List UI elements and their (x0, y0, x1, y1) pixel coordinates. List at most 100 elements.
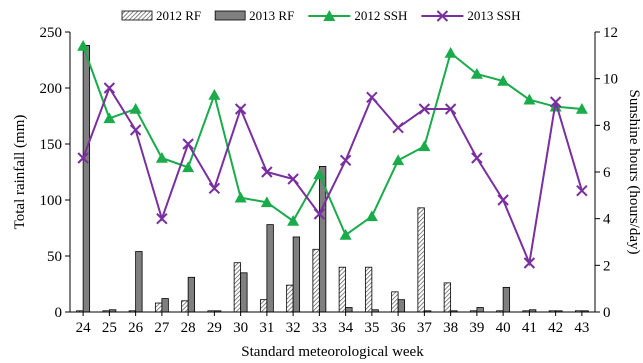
point-2012-ssh (365, 210, 378, 222)
point-2013-ssh (182, 138, 194, 150)
legend-label: 2012 SSH (354, 8, 407, 23)
x-tick-label: 26 (128, 320, 144, 336)
y2-tick-label: 4 (603, 212, 611, 228)
point-2012-ssh (497, 75, 510, 86)
y-tick-label: 200 (40, 81, 63, 97)
point-2013-ssh-stroke (77, 152, 89, 164)
legend-swatch (214, 10, 246, 21)
x-tick-label: 25 (102, 320, 117, 336)
point-2013-ssh-stroke (156, 212, 168, 225)
point-2012-ssh (287, 215, 300, 226)
point-2012-ssh (155, 152, 168, 163)
x-tick-label: 36 (391, 320, 407, 336)
x-tick-label: 43 (574, 320, 589, 336)
point-2013-ssh-stroke (549, 96, 562, 108)
point-2012-ssh (523, 93, 536, 105)
line-2013-ssh (82, 85, 583, 267)
y2-tick-label: 10 (603, 72, 618, 88)
point-2013-ssh (208, 182, 221, 195)
point-2012-ssh (260, 196, 273, 208)
point-2013-ssh-stroke (103, 82, 116, 94)
point-2012-ssh (77, 40, 90, 51)
x-tick-label: 39 (469, 320, 484, 336)
line-group (77, 40, 588, 269)
point-2013-ssh-stroke (182, 138, 194, 150)
legend-item: 2012 RF (121, 8, 201, 23)
bar-2012-rf (259, 299, 268, 313)
point-2013-ssh-stroke (576, 184, 588, 197)
x-tick-label: 24 (76, 320, 92, 336)
bar-2013-rf (240, 272, 248, 313)
x-tick-label: 37 (417, 320, 433, 336)
x-tick-label: 41 (522, 320, 537, 336)
point-2013-ssh-stroke (392, 121, 404, 134)
point-2013-ssh (339, 154, 352, 167)
y2-tick-label: 12 (603, 25, 618, 41)
legend-label: 2013 SSH (467, 8, 520, 23)
bar-group (76, 45, 589, 313)
legend-label: 2012 RF (156, 8, 201, 23)
point-2012-ssh (208, 89, 221, 100)
bar-2012-rf (443, 282, 452, 313)
bar-2013-rf (292, 236, 301, 313)
x-tick-label: 33 (312, 320, 327, 336)
point-2012-ssh (129, 103, 142, 114)
y-tick-label: 250 (40, 25, 63, 41)
point-2012-ssh (234, 191, 247, 203)
bar-2012-rf (312, 248, 320, 313)
y-tick-label: 50 (47, 249, 62, 265)
legend-item: 2013 SSH (421, 8, 521, 23)
x-tick-label: 38 (443, 320, 458, 336)
point-2013-ssh-stroke (339, 154, 352, 167)
bar-2012-rf (233, 262, 242, 313)
point-2013-ssh-stroke (523, 257, 536, 269)
x-axis-title: Standard meteorological week (241, 344, 424, 360)
point-2013-ssh (549, 96, 562, 108)
y-tick-label: 0 (55, 305, 63, 321)
point-2013-ssh-stroke (497, 194, 509, 206)
bar-2012-rf (154, 302, 163, 313)
bar-2012-rf (286, 284, 294, 313)
point-2013-ssh (471, 152, 483, 164)
point-2013-ssh (156, 212, 168, 225)
bar-2013-rf (187, 276, 196, 313)
point-2013-ssh (497, 194, 509, 206)
point-2013-ssh-stroke (471, 152, 483, 164)
x-tick-label: 35 (364, 320, 379, 336)
legend-marker (323, 10, 336, 21)
legend-item: 2013 RF (214, 8, 294, 23)
point-2013-ssh-stroke (234, 103, 247, 115)
point-2013-ssh (392, 121, 404, 134)
point-2012-ssh (339, 229, 352, 240)
y2-tick-label: 6 (603, 165, 611, 181)
point-2012-ssh (444, 47, 457, 58)
bar-2013-rf (502, 286, 511, 313)
point-2012-ssh (575, 103, 588, 114)
x-tick-label: 34 (338, 320, 354, 336)
y2-tick-label: 2 (603, 258, 611, 274)
bar-2013-rf (345, 307, 353, 313)
x-tick-label: 28 (181, 320, 196, 336)
bar-2012-rf (364, 266, 373, 313)
point-2013-ssh (444, 103, 457, 115)
point-2012-ssh (470, 68, 483, 79)
x-tick-label: 27 (154, 320, 170, 336)
bar-2012-rf (338, 266, 347, 313)
point-2013-ssh (261, 166, 273, 178)
x-tick-label: 42 (548, 320, 563, 336)
point-2012-ssh (418, 140, 431, 152)
point-2013-ssh-stroke (208, 182, 221, 195)
point-2013-ssh-stroke (444, 103, 457, 115)
point-2012-ssh (182, 161, 195, 173)
legend-item: 2012 SSH (308, 8, 407, 23)
line-2012-ssh (82, 45, 582, 237)
point-2013-ssh (313, 208, 326, 220)
point-2013-ssh (576, 184, 588, 197)
y2-tick-label: 0 (603, 305, 611, 321)
point-2012-ssh (392, 154, 405, 166)
x-tick-label: 30 (233, 320, 248, 336)
y-axis-title: Total rainfall (mm) (12, 115, 28, 230)
point-2013-ssh-stroke (313, 208, 326, 220)
bar-2013-rf (161, 298, 169, 313)
